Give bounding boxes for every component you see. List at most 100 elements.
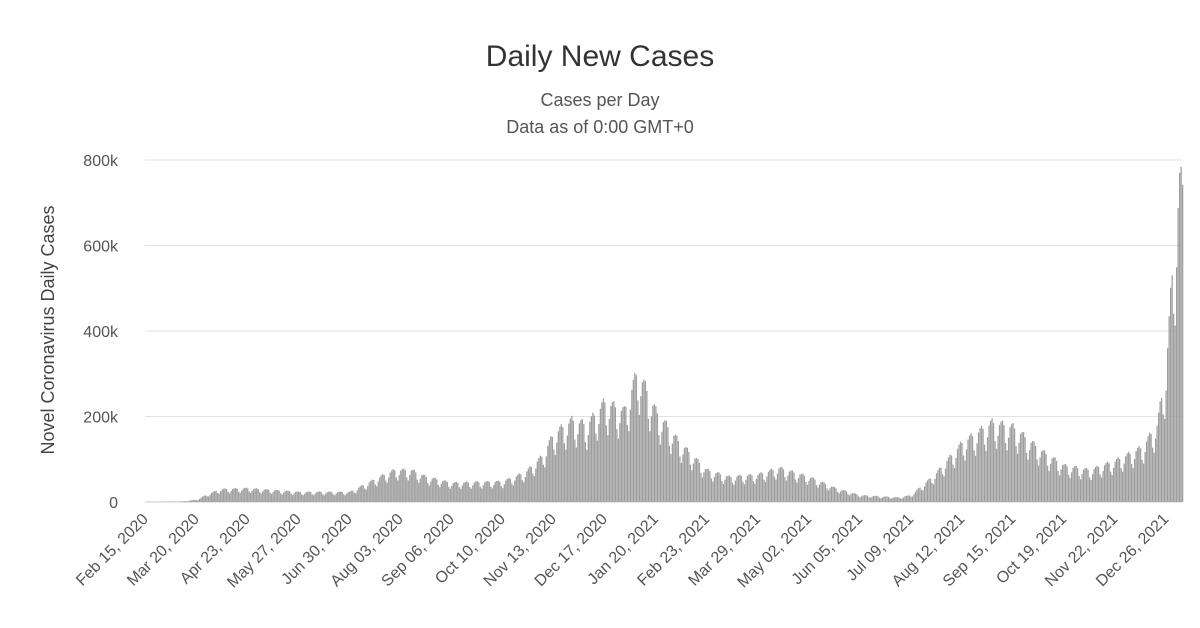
bar [436, 479, 438, 502]
bar [727, 475, 729, 502]
bar [937, 470, 939, 502]
bar [197, 499, 199, 502]
bar [722, 483, 725, 502]
bar [1054, 457, 1056, 502]
bar [251, 490, 253, 502]
bar [353, 492, 355, 502]
bar [221, 489, 223, 502]
bar [664, 420, 666, 502]
bar [788, 471, 791, 502]
bar [946, 461, 948, 502]
bar [731, 482, 734, 502]
bar [373, 480, 375, 502]
bar [322, 494, 324, 502]
bar [785, 480, 788, 502]
bar [896, 497, 899, 502]
bar [1148, 432, 1151, 502]
bar [482, 485, 484, 502]
bar [218, 493, 220, 502]
bar [451, 485, 453, 502]
bar [737, 475, 740, 502]
bar [817, 487, 819, 502]
bar [716, 472, 719, 502]
bar [710, 478, 713, 502]
bar [808, 480, 810, 502]
bar [476, 481, 478, 502]
bar [832, 486, 834, 502]
bar [833, 486, 836, 502]
bar [824, 484, 827, 502]
bar [793, 472, 795, 502]
bar [422, 474, 424, 502]
bar [355, 493, 357, 502]
bar [494, 482, 496, 502]
bar [628, 431, 630, 502]
bar [826, 488, 828, 502]
bar [988, 425, 990, 502]
bar [625, 406, 627, 502]
bar [754, 483, 756, 502]
bar [959, 441, 962, 502]
bar [692, 463, 695, 502]
bar [389, 472, 391, 502]
bar [668, 445, 671, 502]
bar [1153, 452, 1155, 502]
bar [689, 464, 692, 502]
bar [905, 495, 908, 502]
bar [958, 444, 960, 502]
bar [454, 482, 456, 502]
bar [806, 484, 809, 502]
bar [1076, 468, 1079, 502]
bar [706, 469, 708, 502]
bar [695, 458, 698, 502]
bar [232, 489, 234, 502]
bar [523, 482, 525, 502]
bar [184, 501, 186, 502]
bar [593, 415, 595, 502]
bar [1135, 451, 1137, 502]
bar [319, 491, 321, 502]
bar [835, 488, 837, 502]
bar [635, 375, 638, 502]
bar [679, 456, 681, 502]
bar [463, 482, 465, 502]
bar [308, 491, 310, 502]
bar [329, 491, 331, 502]
bar [500, 486, 502, 502]
bar [248, 491, 250, 502]
bar [376, 486, 378, 502]
bar [409, 475, 411, 502]
bar [863, 495, 866, 502]
bar [1087, 470, 1089, 502]
bar [599, 408, 601, 502]
bar [608, 419, 610, 502]
bar [338, 491, 340, 502]
bar [511, 483, 513, 502]
bar [877, 496, 879, 502]
bar [674, 434, 677, 502]
bar [611, 402, 614, 502]
bar [514, 480, 516, 502]
bar [1051, 458, 1053, 502]
bar [1151, 447, 1154, 502]
bar [467, 482, 469, 502]
bar [1114, 461, 1116, 502]
bar [269, 492, 271, 502]
bar [253, 488, 255, 502]
bar [1145, 441, 1148, 502]
bar [962, 455, 965, 502]
bar [536, 461, 538, 502]
bar [974, 455, 977, 502]
bar [1088, 477, 1091, 502]
bar [616, 429, 618, 502]
bar [757, 475, 759, 502]
bar [445, 480, 447, 502]
bar [490, 486, 492, 502]
bar [652, 405, 654, 502]
bar [1058, 475, 1061, 502]
bar [847, 494, 849, 502]
bar [592, 412, 594, 502]
bar [1003, 425, 1005, 502]
bar [901, 498, 903, 502]
